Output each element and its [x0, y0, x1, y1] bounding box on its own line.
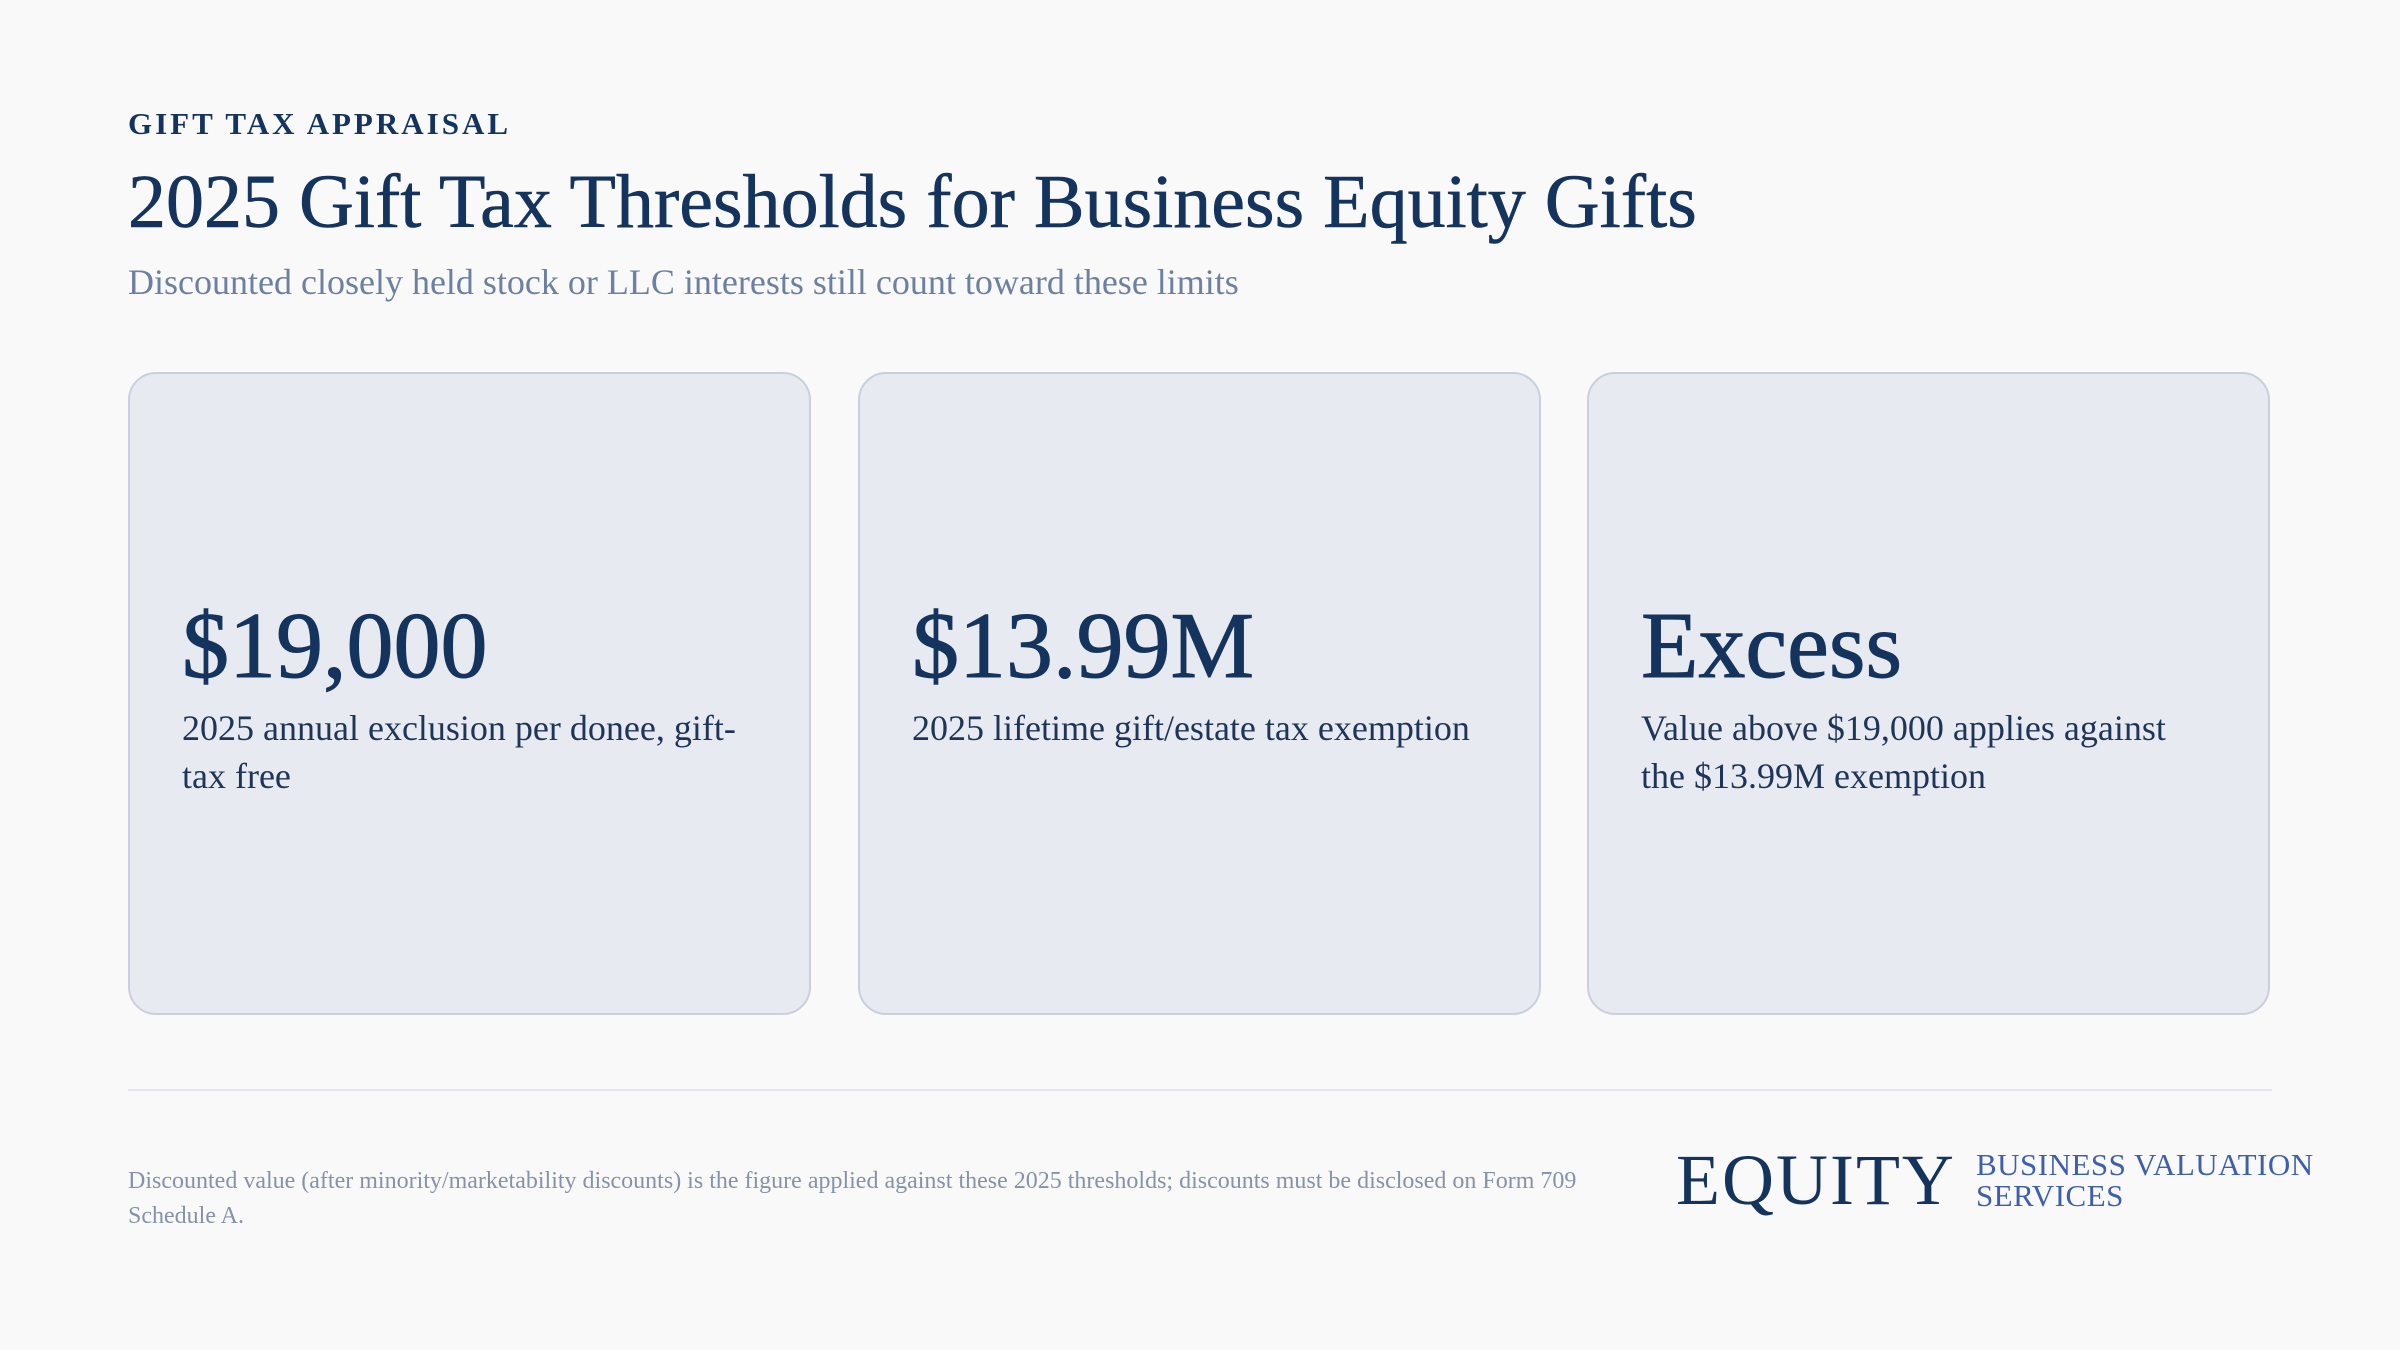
card-value: $13.99M	[911, 594, 1255, 698]
logo-wordmark: EQUITY	[1676, 1140, 1956, 1220]
logo-tagline-line1: BUSINESS VALUATION	[1975, 1147, 2314, 1182]
footnote: Discounted value (after minority/marketa…	[128, 1168, 1577, 1229]
card-description: 2025 annual exclusion per donee, gift-ta…	[182, 708, 736, 796]
card-value: Excess	[1640, 594, 1903, 698]
card-description: Value above $19,000 applies against the …	[1641, 708, 2166, 796]
card-value: $19,000	[182, 594, 488, 698]
card-description: 2025 lifetime gift/estate tax exemption	[912, 708, 1470, 748]
logo-tagline-line2: SERVICES	[1975, 1178, 2124, 1213]
excess-card: Excess Value above $19,000 applies again…	[1587, 372, 2270, 1015]
annual-exclusion-card: $19,000 2025 annual exclusion per donee,…	[128, 372, 811, 1015]
lifetime-exemption-card: $13.99M 2025 lifetime gift/estate tax ex…	[858, 372, 1541, 1015]
eyebrow-label: GIFT TAX APPRAISAL	[128, 106, 512, 141]
page-title: 2025 Gift Tax Thresholds for Business Eq…	[128, 160, 1697, 245]
footer-divider	[128, 1089, 2272, 1091]
company-logo: EQUITY BUSINESS VALUATION SERVICES	[1676, 1140, 2314, 1220]
page-subtitle: Discounted closely held stock or LLC int…	[128, 262, 1239, 302]
logo-tagline: BUSINESS VALUATION SERVICES	[1976, 1149, 2314, 1211]
